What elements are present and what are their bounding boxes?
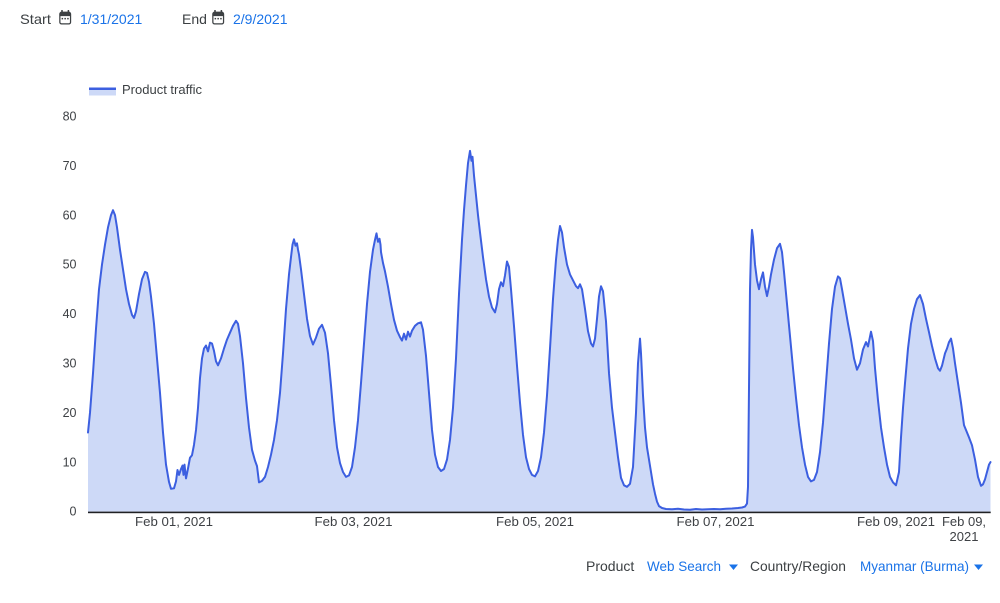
svg-text:2/9/2021: 2/9/2021	[233, 11, 288, 27]
svg-text:Product: Product	[586, 558, 634, 574]
svg-text:2021: 2021	[950, 529, 979, 544]
svg-text:Feb 07, 2021: Feb 07, 2021	[677, 514, 755, 529]
svg-text:Feb 03, 2021: Feb 03, 2021	[315, 514, 393, 529]
svg-text:Feb 09,: Feb 09,	[942, 514, 986, 529]
svg-text:Feb 09, 2021: Feb 09, 2021	[857, 514, 935, 529]
svg-text:Feb 01, 2021: Feb 01, 2021	[135, 514, 213, 529]
svg-text:10: 10	[63, 455, 77, 469]
svg-text:Start: Start	[20, 11, 51, 27]
svg-text:60: 60	[63, 208, 77, 222]
svg-text:30: 30	[63, 357, 77, 371]
svg-text:50: 50	[63, 258, 77, 272]
svg-text:20: 20	[63, 406, 77, 420]
svg-text:80: 80	[63, 110, 77, 124]
svg-text:Web Search: Web Search	[647, 558, 721, 574]
svg-text:1/31/2021: 1/31/2021	[80, 11, 142, 27]
svg-text:0: 0	[70, 505, 77, 519]
svg-text:Country/Region: Country/Region	[750, 558, 846, 574]
svg-text:40: 40	[63, 307, 77, 321]
svg-text:End: End	[182, 11, 207, 27]
svg-text:Myanmar (Burma): Myanmar (Burma)	[860, 558, 969, 574]
svg-text:70: 70	[63, 159, 77, 173]
svg-text:Feb 05, 2021: Feb 05, 2021	[496, 514, 574, 529]
svg-text:Product traffic: Product traffic	[122, 82, 202, 97]
